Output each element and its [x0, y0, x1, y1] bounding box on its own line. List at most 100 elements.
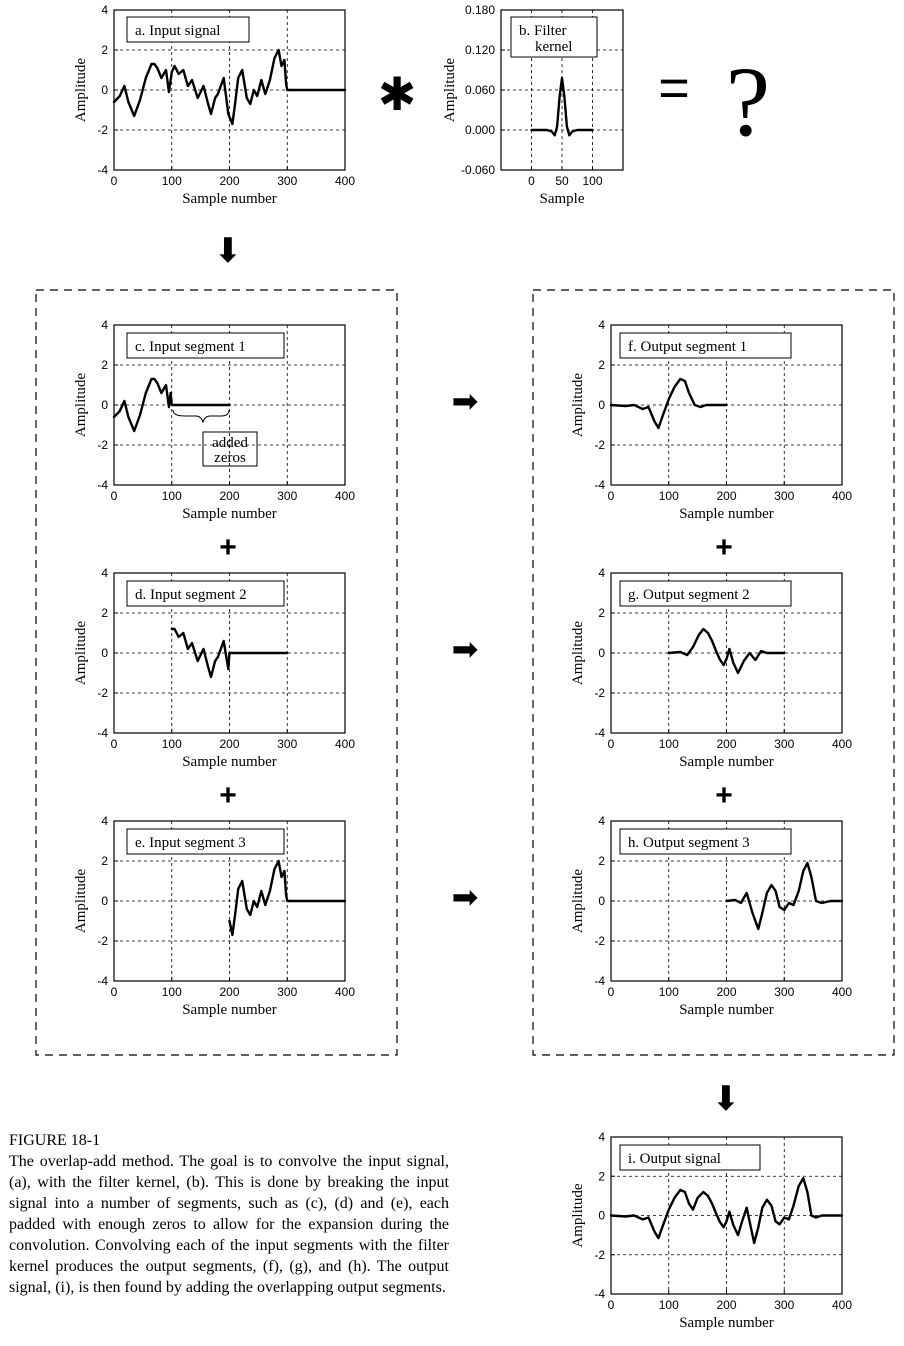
y-tick-label: -2	[594, 438, 605, 452]
x-tick-label: 0	[111, 985, 118, 999]
x-axis-label: Sample number	[679, 754, 774, 770]
y-tick-label: 2	[101, 358, 108, 372]
x-tick-label: 100	[659, 1298, 679, 1312]
x-tick-label: 300	[774, 489, 794, 503]
chart-c: 0 100 200 300 400 -4 -2 0 2 4 Sample number Amplitu…	[73, 318, 355, 522]
chart-title: i. Output signal	[628, 1151, 721, 1167]
x-tick-label: 400	[335, 737, 355, 751]
y-tick-label: 0	[101, 83, 108, 97]
chart-h: 0 100 200 300 400 -4 -2 0 2 4 Sample number Amplitu…	[570, 814, 852, 1018]
y-tick-label: 4	[101, 3, 108, 17]
y-tick-label: -4	[594, 1287, 605, 1301]
y-tick-label: 4	[101, 566, 108, 580]
added-zeros-annotation: added zeros	[172, 409, 258, 467]
y-axis-label: Amplitude	[570, 869, 586, 934]
x-tick-label: 400	[832, 737, 852, 751]
x-tick-label: 100	[582, 174, 602, 188]
figure-caption: FIGURE 18-1 The overlap-add method. The …	[9, 1130, 449, 1298]
x-tick-label: 200	[219, 737, 239, 751]
title-box	[126, 16, 250, 43]
chart-title: f. Output segment 1	[628, 339, 747, 355]
x-tick-label: 400	[832, 985, 852, 999]
x-tick-label: 0	[608, 737, 615, 751]
y-tick-label: -2	[594, 934, 605, 948]
x-tick-label: 0	[528, 174, 535, 188]
y-axis-label: Amplitude	[73, 58, 89, 123]
series-line-e	[228, 859, 347, 937]
y-tick-label: 0	[598, 398, 605, 412]
convolve-operator: ✱	[378, 67, 417, 121]
y-tick-label: 0	[101, 894, 108, 908]
series-line-d	[170, 627, 289, 679]
y-tick-label: -2	[97, 123, 108, 137]
x-tick-label: 0	[608, 489, 615, 503]
arrow-right-2: ➡	[452, 630, 479, 668]
y-axis-label: Amplitude	[442, 58, 458, 123]
y-tick-label: 2	[598, 606, 605, 620]
y-tick-label: -4	[97, 163, 108, 177]
x-axis-label: Sample number	[679, 1002, 774, 1018]
x-tick-label: 0	[608, 985, 615, 999]
x-tick-label: 0	[111, 489, 118, 503]
x-tick-label: 400	[832, 489, 852, 503]
chart-title: d. Input segment 2	[135, 587, 247, 603]
chart-i: 0 100 200 300 400 -4 -2 0 2 4 Sample number Amplitu…	[570, 1130, 852, 1331]
chart-title: kernel	[535, 39, 572, 55]
x-tick-label: 400	[335, 985, 355, 999]
y-tick-label: -2	[97, 686, 108, 700]
added-zeros-line1: added	[212, 435, 248, 451]
y-tick-label: 0	[101, 646, 108, 660]
y-tick-label: 0	[101, 398, 108, 412]
y-tick-label: 0.060	[465, 83, 495, 97]
x-tick-label: 400	[335, 174, 355, 188]
chart-title: c. Input segment 1	[135, 339, 246, 355]
x-tick-label: 300	[774, 1298, 794, 1312]
plus-left-2: +	[219, 779, 237, 812]
x-tick-label: 200	[219, 489, 239, 503]
y-tick-label: -4	[97, 726, 108, 740]
x-tick-label: 0	[111, 174, 118, 188]
y-tick-label: 4	[598, 1130, 605, 1144]
y-tick-label: 4	[101, 318, 108, 332]
y-axis-label: Amplitude	[570, 621, 586, 686]
y-axis-label: Amplitude	[73, 869, 89, 934]
chart-e: 0 100 200 300 400 -4 -2 0 2 4 Sample number Amplitu…	[73, 814, 355, 1018]
arrow-right-1: ➡	[452, 382, 479, 420]
y-tick-label: 2	[598, 358, 605, 372]
y-tick-label: -4	[594, 726, 605, 740]
y-tick-label: -4	[97, 478, 108, 492]
x-tick-label: 200	[716, 1298, 736, 1312]
chart-d: 0 100 200 300 400 -4 -2 0 2 4 Sample number Amplitu…	[73, 566, 355, 770]
x-tick-label: 200	[219, 985, 239, 999]
x-tick-label: 100	[162, 489, 182, 503]
plus-right-2: +	[715, 779, 733, 812]
plus-right-1: +	[715, 531, 733, 564]
y-tick-label: 2	[598, 854, 605, 868]
series-line-c	[112, 377, 231, 433]
y-tick-label: -2	[97, 934, 108, 948]
x-tick-label: 100	[162, 737, 182, 751]
y-tick-label: 0	[598, 1209, 605, 1223]
y-tick-label: 0	[598, 894, 605, 908]
output-segments-frame	[532, 289, 895, 1056]
y-axis-label: Amplitude	[73, 373, 89, 438]
chart-title: g. Output segment 2	[628, 587, 750, 603]
x-tick-label: 200	[219, 174, 239, 188]
x-tick-label: 400	[335, 489, 355, 503]
y-tick-label: -4	[594, 974, 605, 988]
x-axis-label: Sample	[540, 191, 585, 207]
x-tick-label: 300	[277, 737, 297, 751]
caption-title: FIGURE 18-1	[9, 1132, 101, 1149]
x-axis-label: Sample number	[679, 506, 774, 522]
title-box	[126, 580, 285, 607]
title-box	[510, 16, 598, 58]
x-tick-label: 50	[555, 174, 569, 188]
y-tick-label: -2	[594, 686, 605, 700]
plus-left-1: +	[219, 531, 237, 564]
series-line-f	[609, 377, 728, 430]
y-tick-label: 4	[598, 814, 605, 828]
equals-operator: =	[658, 58, 690, 118]
x-tick-label: 100	[162, 174, 182, 188]
chart-b: 0 50 100 -0.060 0.000 0.060 0.120 0.180 Sample Am…	[442, 3, 624, 207]
x-tick-label: 100	[659, 985, 679, 999]
